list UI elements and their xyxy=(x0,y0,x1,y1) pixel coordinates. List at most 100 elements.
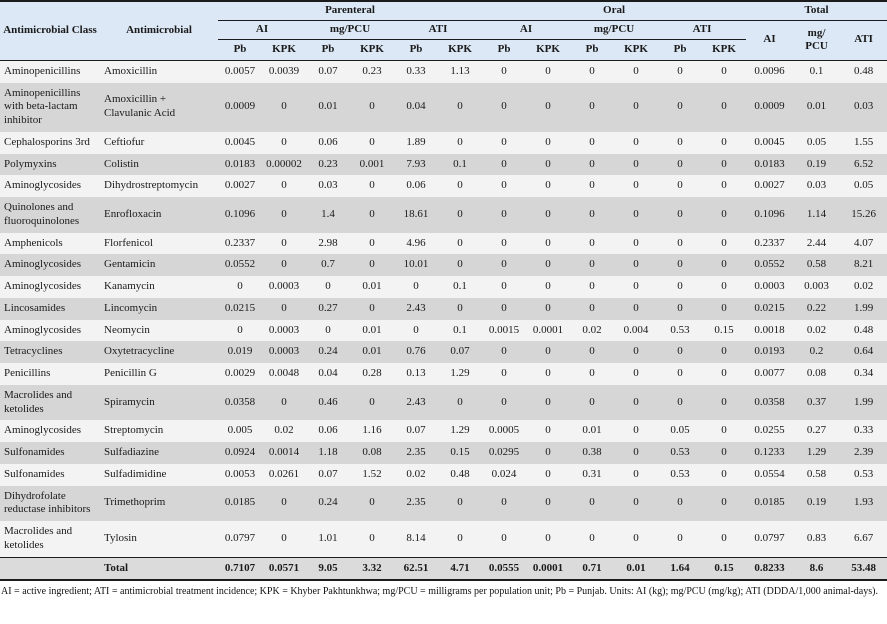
value-cell: 0.01 xyxy=(570,420,615,442)
value-cell: 0 xyxy=(614,521,659,557)
value-cell: 0.22 xyxy=(793,297,841,320)
class-cell: Aminopenicillins xyxy=(0,60,100,83)
value-cell: 0.37 xyxy=(793,384,841,421)
value-cell: 0.0027 xyxy=(218,175,262,197)
value-cell: 0 xyxy=(482,82,527,132)
value-cell: 7.93 xyxy=(394,153,438,176)
value-cell: 0 xyxy=(570,297,615,320)
value-cell: 0 xyxy=(570,276,615,298)
value-cell: 0.0215 xyxy=(746,297,794,320)
header-oral: Oral xyxy=(482,1,747,21)
value-cell: 18.61 xyxy=(394,197,438,233)
value-cell: 0.53 xyxy=(658,463,703,486)
header-total-mgpcu: mg/ PCU xyxy=(793,20,841,61)
value-cell: 0.01 xyxy=(350,341,394,363)
value-cell: 1.29 xyxy=(793,442,841,464)
value-cell: 0 xyxy=(350,175,394,197)
header-parenteral-ati: ATI xyxy=(394,20,483,40)
value-cell: 0 xyxy=(658,60,703,83)
value-cell: 0 xyxy=(526,485,571,521)
antimicrobial-cell: Penicillin G xyxy=(100,363,218,385)
value-cell: 0.0552 xyxy=(218,254,262,276)
header-row-groups: Antimicrobial Class Antimicrobial Parent… xyxy=(0,1,887,61)
total-value-cell: 0.0001 xyxy=(526,556,571,581)
total-value-cell: 53.48 xyxy=(840,556,887,581)
value-cell: 0.19 xyxy=(793,153,841,176)
value-cell: 0.53 xyxy=(658,442,703,464)
value-cell: 0 xyxy=(438,131,483,154)
value-cell: 8.21 xyxy=(840,254,887,276)
value-cell: 0.024 xyxy=(482,463,527,486)
antimicrobial-cell: Streptomycin xyxy=(100,420,218,442)
value-cell: 0 xyxy=(526,82,571,132)
value-cell: 0 xyxy=(350,485,394,521)
value-cell: 0 xyxy=(702,153,747,176)
value-cell: 0 xyxy=(570,254,615,276)
value-cell: 0.23 xyxy=(306,153,350,176)
header-region-pb: Pb xyxy=(218,39,262,61)
value-cell: 1.01 xyxy=(306,521,350,557)
value-cell: 0 xyxy=(262,254,306,276)
value-cell: 0.46 xyxy=(306,384,350,421)
total-value-cell: 0.15 xyxy=(702,556,747,581)
value-cell: 0 xyxy=(526,175,571,197)
value-cell: 0.23 xyxy=(350,60,394,83)
value-cell: 0.7 xyxy=(306,254,350,276)
value-cell: 0 xyxy=(614,153,659,176)
value-cell: 0 xyxy=(614,384,659,421)
value-cell: 8.14 xyxy=(394,521,438,557)
value-cell: 0 xyxy=(702,442,747,464)
value-cell: 0 xyxy=(482,363,527,385)
value-cell: 0.27 xyxy=(793,420,841,442)
value-cell: 0.34 xyxy=(840,363,887,385)
value-cell: 0.0009 xyxy=(746,82,794,132)
table-row: Macrolides and ketolides Spiramycin 0.0358… xyxy=(0,384,887,421)
header-antimicrobial: Antimicrobial xyxy=(100,1,218,61)
value-cell: 0 xyxy=(614,276,659,298)
class-cell: Penicillins xyxy=(0,363,100,385)
total-value-cell: 0.01 xyxy=(614,556,659,581)
value-cell: 0 xyxy=(262,521,306,557)
value-cell: 0.0014 xyxy=(262,442,306,464)
table-row: Aminopenicillins with beta-lactam inhibi… xyxy=(0,82,887,132)
class-cell: Aminoglycosides xyxy=(0,254,100,276)
value-cell: 0.48 xyxy=(438,463,483,486)
header-region-pb: Pb xyxy=(306,39,350,61)
class-cell: Cephalosporins 3rd xyxy=(0,131,100,154)
value-cell: 0 xyxy=(526,521,571,557)
value-cell: 0.0185 xyxy=(746,485,794,521)
value-cell: 0 xyxy=(570,363,615,385)
header-oral-ai: AI xyxy=(482,20,571,40)
value-cell: 0 xyxy=(482,521,527,557)
value-cell: 0 xyxy=(614,297,659,320)
value-cell: 0.004 xyxy=(614,319,659,342)
value-cell: 0 xyxy=(350,521,394,557)
total-value-cell: 8.6 xyxy=(793,556,841,581)
value-cell: 0.15 xyxy=(438,442,483,464)
value-cell: 0.03 xyxy=(793,175,841,197)
value-cell: 0.0018 xyxy=(746,319,794,342)
header-total-ai: AI xyxy=(746,20,794,61)
table-footnote: AI = active ingredient; ATI = antimicrob… xyxy=(1,586,878,598)
value-cell: 0 xyxy=(482,197,527,233)
value-cell: 0 xyxy=(570,232,615,255)
antimicrobial-cell: Sulfadiazine xyxy=(100,442,218,464)
antimicrobial-cell: Amoxicillin xyxy=(100,60,218,83)
antimicrobial-cell: Kanamycin xyxy=(100,276,218,298)
value-cell: 0.0003 xyxy=(262,341,306,363)
value-cell: 0 xyxy=(438,197,483,233)
value-cell: 2.43 xyxy=(394,297,438,320)
value-cell: 0 xyxy=(702,297,747,320)
value-cell: 0 xyxy=(526,153,571,176)
value-cell: 0 xyxy=(702,341,747,363)
value-cell: 0.58 xyxy=(793,463,841,486)
value-cell: 0.19 xyxy=(793,485,841,521)
value-cell: 0.08 xyxy=(350,442,394,464)
value-cell: 0.15 xyxy=(702,319,747,342)
table-row: Aminoglycosides Neomycin 0 0.0003 0 0.01 0 0.1 0… xyxy=(0,319,887,342)
value-cell: 0 xyxy=(702,175,747,197)
header-total-ati: ATI xyxy=(840,20,887,61)
value-cell: 0.53 xyxy=(840,463,887,486)
value-cell: 0 xyxy=(526,363,571,385)
value-cell: 0 xyxy=(658,254,703,276)
